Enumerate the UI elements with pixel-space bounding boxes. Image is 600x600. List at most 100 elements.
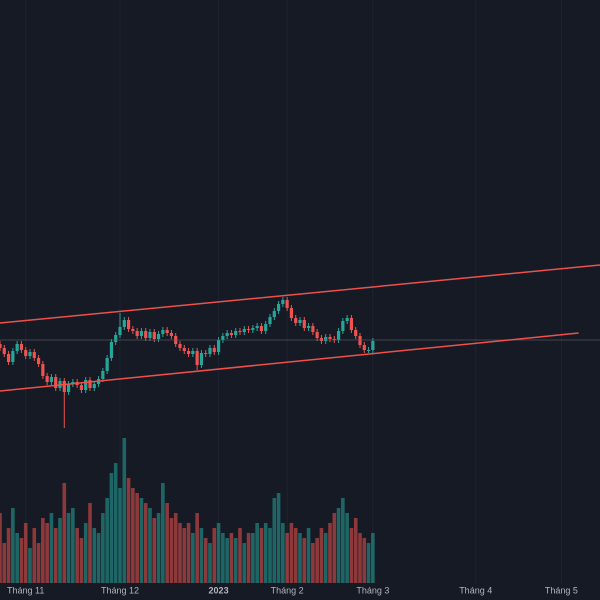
candle-body — [268, 317, 272, 324]
volume-bar — [263, 523, 268, 583]
volume-bar — [191, 533, 195, 583]
candle-body — [122, 320, 126, 327]
volume-bar — [58, 518, 62, 583]
volume-bar — [233, 538, 238, 583]
volume-bar — [246, 533, 251, 583]
candle-body — [182, 348, 186, 351]
candle-body — [366, 350, 371, 351]
candle-body — [311, 326, 315, 332]
candle-body — [178, 344, 182, 348]
volume-bar — [101, 513, 105, 583]
volume-bar — [6, 528, 11, 583]
volume-bar — [255, 523, 259, 583]
candle-body — [371, 341, 375, 350]
volume-bar — [15, 533, 19, 583]
candle-body — [11, 351, 15, 362]
volume-bar — [366, 543, 371, 583]
candle-body — [156, 334, 161, 339]
volume-bar — [49, 513, 54, 583]
volume-bar — [315, 538, 319, 583]
candle-body — [139, 331, 144, 336]
candle-body — [298, 320, 302, 323]
candle-body — [161, 330, 165, 334]
x-tick-label: Tháng 4 — [459, 585, 492, 595]
candle-body — [49, 377, 54, 382]
candle-body — [62, 381, 66, 392]
candle-body — [285, 300, 289, 308]
volume-bar — [212, 528, 217, 583]
candle-body — [212, 348, 216, 352]
candle-body — [216, 340, 221, 352]
candle-body — [354, 330, 358, 336]
volume-bar — [169, 518, 174, 583]
candle-body — [341, 321, 345, 331]
trend-line — [0, 264, 600, 324]
candle-body — [114, 335, 118, 342]
volume-bar — [353, 518, 358, 583]
volume-bar — [96, 533, 101, 583]
volume-bar — [126, 478, 131, 583]
volume-bar — [328, 523, 332, 583]
candle-body — [118, 327, 122, 335]
candle-body — [289, 308, 294, 318]
volume-bar — [0, 513, 2, 583]
volume-bar — [11, 508, 15, 583]
candle-body — [328, 337, 332, 339]
x-tick-label: Tháng 5 — [545, 585, 578, 595]
x-tick-label: Tháng 12 — [101, 585, 139, 595]
volume-bar — [71, 508, 75, 583]
candle-body — [152, 332, 156, 339]
candle-body — [199, 353, 204, 365]
volume-bar — [358, 533, 362, 583]
volume-bar — [285, 533, 289, 583]
volume-bar — [362, 538, 367, 583]
candle-body — [131, 329, 135, 331]
volume-bar — [345, 513, 349, 583]
volume-bar — [156, 513, 161, 583]
volume-bar — [143, 503, 148, 583]
candle-body — [2, 348, 6, 354]
candle-body — [41, 364, 45, 376]
volume-bar — [105, 498, 109, 583]
volume-bar — [88, 503, 92, 583]
candle-body — [101, 371, 105, 379]
candle-body — [0, 344, 2, 348]
candle-body — [88, 380, 92, 388]
volume-bar — [53, 528, 58, 583]
candle-body — [324, 337, 328, 341]
candle-body — [362, 345, 366, 350]
volume-bar — [268, 528, 272, 583]
candle-body — [191, 351, 195, 354]
volume-bar — [349, 528, 354, 583]
candle-body — [234, 331, 238, 335]
candle-body — [148, 332, 152, 338]
volume-bar — [118, 488, 122, 583]
volume-bar — [208, 543, 212, 583]
volume-bar — [152, 518, 157, 583]
candle-body — [246, 329, 251, 330]
candle-body — [208, 348, 212, 354]
candle-body — [306, 326, 311, 328]
candle-body — [272, 311, 276, 317]
volume-bar — [281, 523, 285, 583]
volume-bar — [173, 513, 178, 583]
volume-bar — [371, 533, 375, 583]
volume-bar — [276, 493, 281, 583]
candle-body — [238, 331, 242, 332]
volume-bar — [259, 528, 264, 583]
volume-bar — [23, 523, 28, 583]
candle-body — [336, 331, 341, 340]
volume-bar — [28, 548, 32, 583]
x-tick-label: Tháng 2 — [271, 585, 304, 595]
candle-body — [302, 320, 306, 328]
candle-body — [264, 324, 268, 331]
candle-body — [251, 328, 255, 330]
candle-body — [276, 304, 281, 311]
volume-bar — [178, 523, 182, 583]
candle-body — [126, 320, 131, 329]
candle-body — [195, 351, 199, 365]
candle-body — [204, 353, 208, 354]
candle-body — [6, 354, 11, 362]
x-tick-label: Tháng 3 — [356, 585, 389, 595]
